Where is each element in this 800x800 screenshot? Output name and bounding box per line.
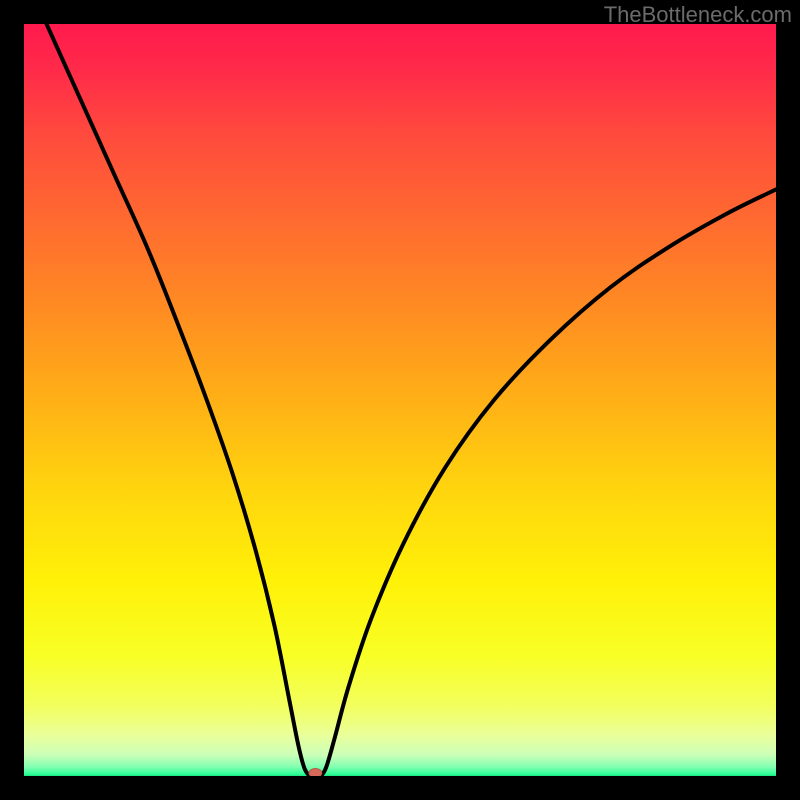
chart-svg <box>24 24 776 776</box>
chart-plot-area <box>24 24 776 776</box>
chart-background <box>24 24 776 776</box>
min-marker <box>309 768 322 776</box>
watermark-text: TheBottleneck.com <box>604 2 792 28</box>
